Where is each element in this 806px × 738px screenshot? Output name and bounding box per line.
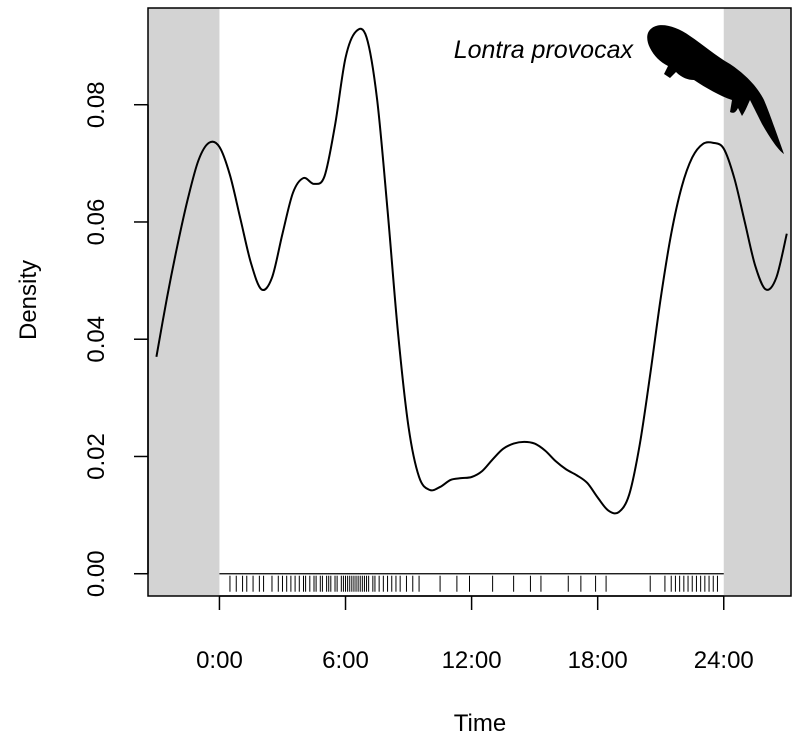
y-tick-label: 0.08 bbox=[83, 81, 110, 128]
y-tick-label: 0.02 bbox=[83, 433, 110, 480]
species-name: Lontra provocax bbox=[454, 36, 635, 64]
y-tick-label: 0.06 bbox=[83, 199, 110, 246]
x-axis-label: Time bbox=[454, 710, 506, 737]
plot-frame bbox=[147, 7, 792, 597]
detection-rug bbox=[229, 575, 718, 592]
otter-silhouette-icon bbox=[647, 25, 784, 154]
x-tick-label: 18:00 bbox=[568, 647, 628, 674]
x-axis: 0:00 6:00 12:00 18:00 24:00 bbox=[196, 595, 754, 674]
x-tick-label: 12:00 bbox=[442, 647, 502, 674]
density-curve bbox=[155, 27, 788, 515]
shaded-region-0 bbox=[148, 8, 220, 596]
y-tick-label: 0.04 bbox=[83, 316, 110, 363]
y-axis-label: Density bbox=[15, 260, 42, 340]
y-axis: 0.00 0.02 0.04 0.06 0.08 bbox=[83, 81, 149, 597]
x-tick-label: 6:00 bbox=[322, 647, 369, 674]
night-shading bbox=[148, 8, 791, 596]
x-tick-label: 24:00 bbox=[694, 647, 754, 674]
y-tick-label: 0.00 bbox=[83, 550, 110, 597]
x-tick-label: 0:00 bbox=[196, 647, 243, 674]
